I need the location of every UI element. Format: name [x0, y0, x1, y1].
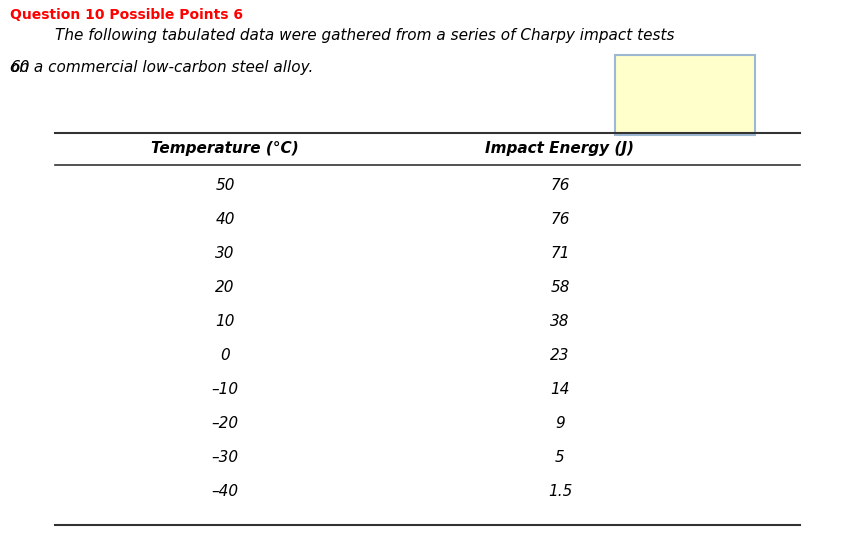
Text: –40: –40	[211, 483, 238, 499]
Text: 40: 40	[215, 212, 235, 226]
Text: 58: 58	[549, 279, 569, 294]
Text: The following tabulated data were gathered from a series of Charpy impact tests: The following tabulated data were gather…	[55, 28, 674, 43]
Text: Impact Energy (J): Impact Energy (J)	[485, 141, 634, 155]
Text: 10: 10	[215, 314, 235, 328]
Text: –30: –30	[211, 450, 238, 464]
Text: Temperature (°C): Temperature (°C)	[151, 141, 299, 155]
Text: 1.5: 1.5	[547, 483, 571, 499]
Text: 14: 14	[549, 381, 569, 397]
Text: –20: –20	[211, 415, 238, 430]
Text: 20: 20	[215, 279, 235, 294]
Text: 50: 50	[215, 177, 235, 192]
Text: 76: 76	[549, 212, 569, 226]
Text: on a commercial low-carbon steel alloy.: on a commercial low-carbon steel alloy.	[10, 60, 313, 75]
Text: 76: 76	[549, 177, 569, 192]
Text: 23: 23	[549, 348, 569, 363]
Text: –10: –10	[211, 381, 238, 397]
Text: 0: 0	[220, 348, 230, 363]
Text: 30: 30	[215, 246, 235, 261]
Text: 71: 71	[549, 246, 569, 261]
Text: 9: 9	[555, 415, 564, 430]
Text: 5: 5	[555, 450, 564, 464]
Text: 60: 60	[10, 60, 30, 75]
FancyBboxPatch shape	[614, 55, 754, 135]
Text: 38: 38	[549, 314, 569, 328]
Text: Question 10 Possible Points 6: Question 10 Possible Points 6	[10, 8, 243, 22]
